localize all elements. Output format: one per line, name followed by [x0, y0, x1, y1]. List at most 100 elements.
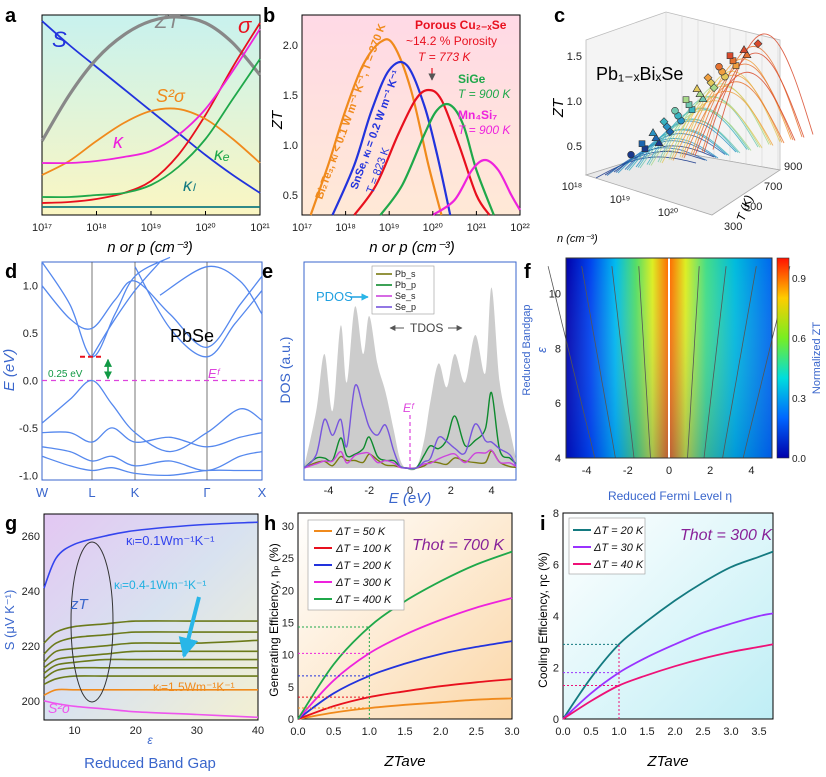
- panel-d-label: d: [5, 261, 17, 283]
- panel-d-band-3: [134, 266, 263, 358]
- label-ZT: ZT: [154, 11, 181, 33]
- panel-e-tdos-area: [304, 287, 516, 471]
- panel-h-legend-label-4: ΔT = 400 K: [335, 594, 392, 606]
- panel-c-t-tick-label-3: 900: [784, 161, 802, 173]
- panel-i-x-tick-label-5: 2.5: [695, 726, 710, 738]
- panel-e-legend-label-3: Se_p: [395, 302, 416, 312]
- panel-b-series-0: [309, 38, 443, 216]
- panel-h-y-tick-label-6: 30: [282, 521, 294, 533]
- panel-g-series-7: [43, 675, 258, 686]
- panel-h-legend: ΔT = 50 K ΔT = 100 K ΔT = 200 K ΔT = 300 K Δ…: [314, 526, 392, 606]
- panel-f-xlabel: Reduced Fermi Level η: [608, 489, 732, 503]
- panel-g-yticks: 200 220 240 260: [22, 531, 40, 708]
- panel-d-y-tick-label-3: -0.5: [19, 423, 38, 435]
- panel-g-y-tick-label-1: 220: [22, 641, 40, 653]
- panel-g-xsym: ε: [147, 733, 153, 747]
- panel-h-curves: [297, 550, 513, 720]
- panel-g-series-0: [43, 521, 259, 589]
- panel-f-cbar-tick-label-0: 0.0: [792, 454, 806, 465]
- panel-h-x-tick-label-1: 0.5: [326, 726, 341, 738]
- panel-d-band-4: [159, 265, 263, 315]
- panel-c-curve-9-1: [703, 52, 805, 153]
- panel-i-y-tick-label-4: 8: [553, 508, 559, 520]
- panel-i-series-1: [562, 612, 774, 720]
- panel-e-x-tick-label-0: -4: [324, 485, 334, 497]
- panel-g-y-tick-label-3: 260: [22, 531, 40, 543]
- panel-h-y-tick-label-0: 0: [288, 714, 294, 726]
- panel-c-marker-3-0: [659, 117, 669, 127]
- panel-f-contour-1: [581, 266, 616, 459]
- panel-h-x-tick-label-5: 2.5: [469, 726, 484, 738]
- anno-sige-2: T = 900 K: [458, 87, 511, 101]
- panel-d-k-label-3: Γ: [203, 485, 210, 500]
- panel-i-y-tick-label-1: 2: [553, 663, 559, 675]
- panel-c-marker-4-0: [671, 106, 679, 115]
- panel-d-y-tick-label-4: -1.0: [19, 470, 38, 482]
- panel-b-x-tick-label-4: 10²¹: [467, 222, 487, 234]
- panel-h-series-3: [297, 597, 513, 720]
- panel-b-yticks: 0.5 1.0 1.5 2.0: [283, 40, 298, 202]
- panel-f-contour-5: [703, 266, 727, 459]
- panel-i-label: i: [540, 513, 546, 535]
- panel-a-series-2: [41, 22, 261, 204]
- panel-f-x-tick-label-2: 0: [666, 465, 672, 477]
- panel-g-s2sigma: S²σ: [48, 700, 71, 716]
- panel-h-thot: Thot = 700 K: [412, 537, 505, 554]
- panel-c-curve-9-2: [712, 33, 814, 150]
- panel-g-k-mid: κₗ=0.4-1Wm⁻¹K⁻¹: [114, 578, 206, 592]
- panel-c-marker-1-1: [651, 133, 661, 141]
- panel-c-n-tick-label-1: 10¹⁹: [610, 194, 631, 206]
- panel-d-band-1: [41, 275, 263, 348]
- panel-i-series-2: [562, 643, 774, 720]
- panel-g-zt-ellipse: [70, 541, 114, 703]
- panel-f-x-tick-label-1: -2: [623, 465, 633, 477]
- panel-c-label: c: [554, 5, 565, 27]
- panel-f-contour-2: [611, 266, 635, 459]
- panel-i-x-tick-label-1: 0.5: [583, 726, 598, 738]
- panel-i-legend-label-2: ΔT = 40 K: [593, 559, 644, 571]
- panel-a-series-1: [40, 15, 262, 142]
- panel-f-x-tick-label-4: 4: [748, 465, 754, 477]
- panel-g-ylabel: S (μV K⁻¹): [2, 590, 17, 651]
- panel-b-series-4: [432, 158, 521, 216]
- panel-g: g 10 20 30 40 200 220 240 260 S (μV K⁻¹) ε Red…: [2, 513, 264, 772]
- panel-b-y-tick-label-1: 1.0: [283, 140, 298, 152]
- panel-c-marker-0-2: [654, 138, 664, 146]
- panel-h-legend-label-2: ΔT = 200 K: [335, 560, 392, 572]
- panel-e-x-tick-label-2: 0: [407, 485, 413, 497]
- panel-c-curve-9-0: [694, 71, 796, 156]
- panel-h-yticks: 0 5 10 15 20 25 30: [282, 521, 294, 726]
- panel-a-xlabel: n or p (cm⁻³): [107, 239, 192, 256]
- panel-d-fermi: Eᶠ: [208, 366, 221, 381]
- panel-c-curve-7-0: [672, 90, 774, 161]
- panel-h-y-tick-label-5: 25: [282, 553, 294, 565]
- panel-e-fermi: Eᶠ: [403, 401, 415, 415]
- anno-cu-3: T = 773 K: [418, 50, 471, 64]
- panel-b: b 10¹⁷ 10¹⁸ 10¹⁹ 10²⁰ 10²¹ 10²² 0.51.01.52.0 …: [263, 5, 530, 256]
- panel-c-z-tick-label-0: 0.5: [567, 141, 582, 153]
- panel-d-k-label-1: L: [88, 485, 95, 500]
- panel-i-xlabel: ZTave: [646, 753, 688, 770]
- panel-e-legend-label-2: Se_s: [395, 291, 416, 301]
- panel-g-x-tick-label-2: 30: [191, 725, 203, 737]
- panel-c-marker-5-0: [682, 96, 690, 103]
- panel-h-xticks: 0.0 0.5 1.0 1.5 2.0 2.5 3.0: [290, 726, 519, 738]
- panel-c-n-tick-label-2: 10²⁰: [658, 207, 679, 219]
- panel-d-yticks: 1.0 0.5 0.0 -0.5 -1.0: [19, 281, 38, 483]
- panel-g-series-5: [43, 658, 258, 674]
- panel-f-colorbar: [776, 257, 790, 459]
- panel-g-y-tick-label-2: 240: [22, 586, 40, 598]
- panel-g-xticks: 10 20 30 40: [68, 725, 264, 737]
- panel-c-nticks: 10¹⁸ 10¹⁹ 10²⁰: [562, 181, 679, 219]
- panel-h-plot-area: [297, 512, 513, 720]
- panel-a-x-tick-label-0: 10¹⁷: [32, 222, 52, 234]
- panel-i-x-tick-label-7: 3.5: [751, 726, 766, 738]
- panel-d-ylabel: E (eV): [1, 349, 18, 392]
- panel-i-ylabel: Cooling Efficiency, ηc (%): [536, 552, 550, 688]
- panel-c-marker-6-0: [692, 84, 702, 92]
- panel-f-frame: [565, 257, 773, 459]
- panel-f-ylabel-1: Reduced Bandgap: [521, 304, 533, 395]
- panel-e-x-tick-label-4: 4: [488, 485, 494, 497]
- panel-g-x-tick-label-1: 20: [130, 725, 142, 737]
- panel-b-xticks: 10¹⁷ 10¹⁸ 10¹⁹ 10²⁰ 10²¹ 10²²: [292, 211, 530, 234]
